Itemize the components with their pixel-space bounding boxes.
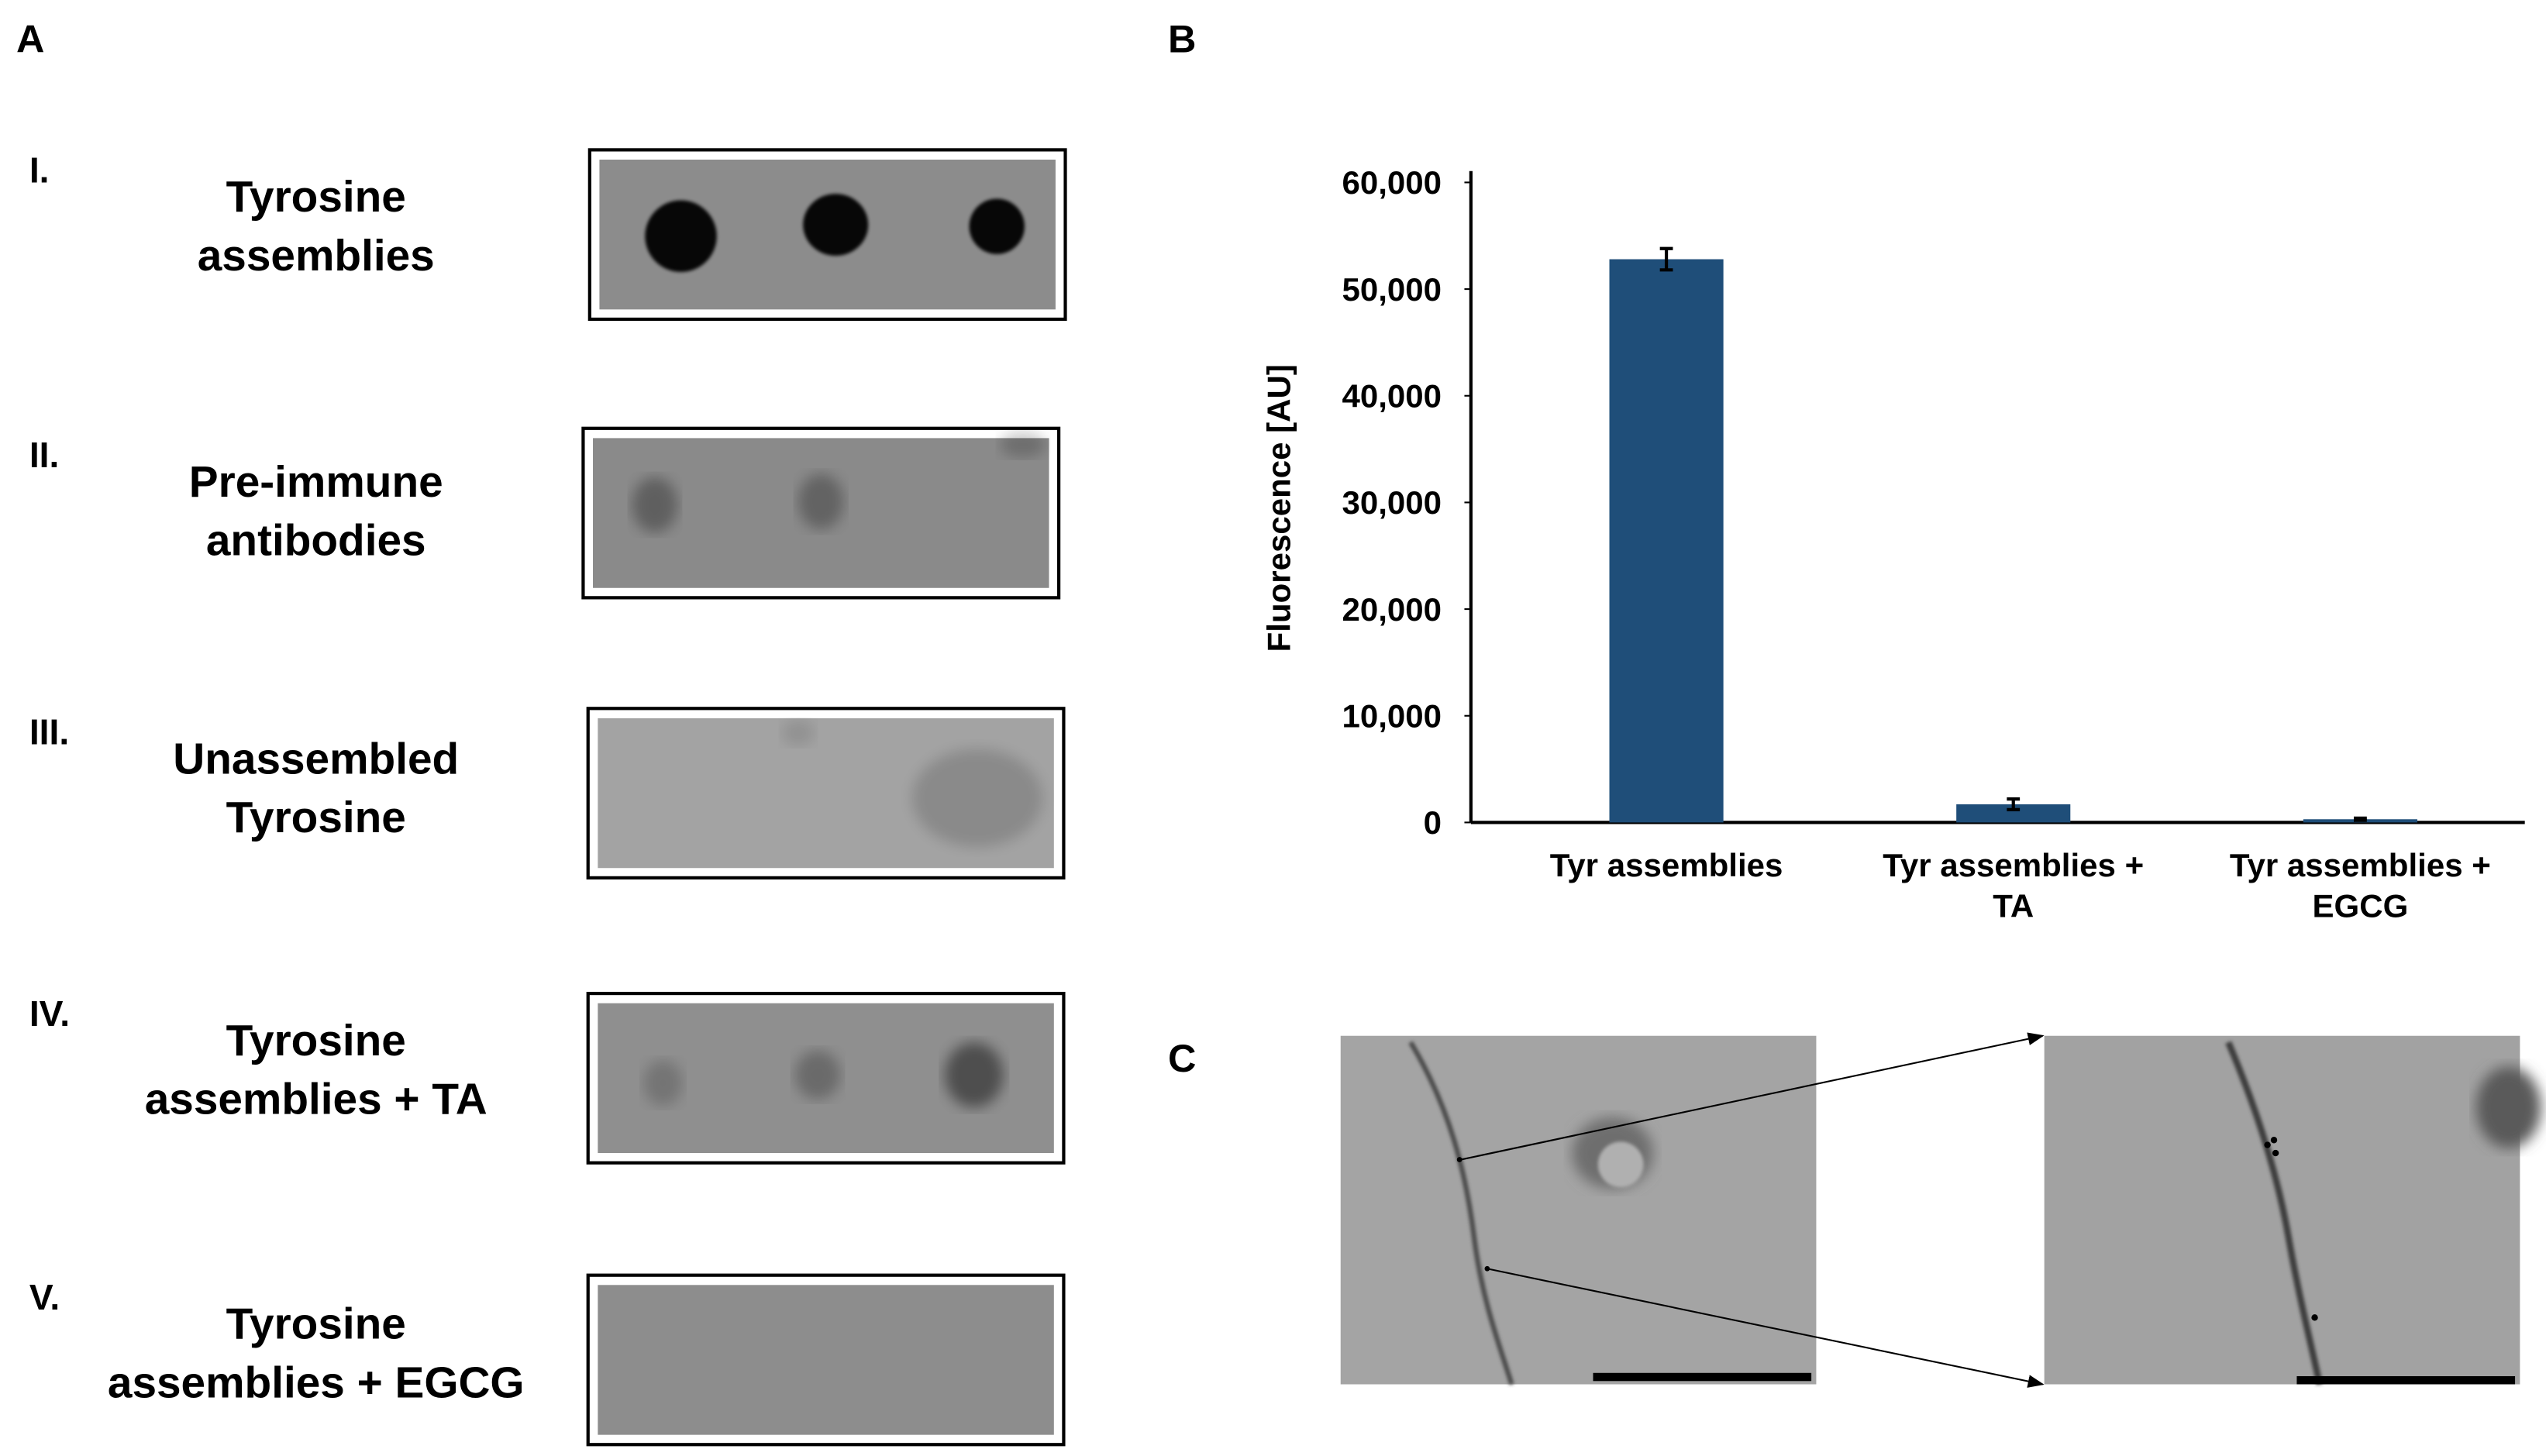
x-tick-label-box: Tyr assemblies (1549, 848, 1783, 885)
blot-spot (911, 749, 1043, 847)
blot-spot (969, 198, 1025, 254)
row-label: Tyrosine (226, 173, 406, 222)
panel-letter: A (16, 16, 44, 60)
y-tick-label: 50,000 (1342, 271, 1442, 308)
blot-spot (1000, 431, 1046, 458)
y-tick-label: 30,000 (1342, 484, 1442, 521)
zoom-arrow (1461, 1032, 2045, 1161)
zoom-arrow (1487, 1268, 2045, 1388)
row-numeral: V. (29, 1277, 60, 1317)
row-label: assemblies (198, 232, 435, 281)
x-tick-label: Tyr assemblies (1549, 848, 1783, 885)
row-numeral: I. (29, 150, 50, 190)
row-label: assemblies + EGCG (108, 1358, 525, 1407)
y-axis-label: Fluorescence [AU] (1261, 364, 1297, 652)
row-label: Tyrosine (226, 1017, 406, 1065)
row-label: Tyrosine (226, 793, 406, 842)
blot (598, 1285, 1054, 1435)
blot-spot (794, 1050, 841, 1100)
bar (1609, 259, 1724, 823)
error-bar (2353, 816, 2367, 822)
y-tick-label: 60,000 (1342, 164, 1442, 201)
row-numeral: II. (29, 435, 60, 475)
y-tick-label: 40,000 (1342, 377, 1442, 414)
y-tick-label: 0 (1424, 804, 1442, 841)
row-label: antibodies (206, 517, 426, 566)
row-label: Tyrosine (226, 1300, 406, 1349)
x-tick-label-box: Tyr assemblies + EGCG (2229, 848, 2491, 925)
blot-spot (798, 473, 844, 530)
panel-letter: C (1168, 1036, 1196, 1080)
panel-letter: B (1168, 16, 1196, 60)
blot-spot (645, 200, 717, 273)
micrograph-left (1340, 1035, 1817, 1385)
row-numeral: III. (29, 712, 69, 752)
row-label: assemblies + TA (145, 1076, 487, 1124)
x-tick-label: Tyr assemblies + TA (1883, 848, 2145, 925)
row-label: Pre-immune (189, 458, 443, 507)
bar (1956, 804, 2071, 823)
blot-spot (945, 1042, 1004, 1108)
x-tick-label: Tyr assemblies + EGCG (2229, 848, 2491, 925)
row-label: Unassembled (173, 735, 459, 783)
blot-spot (803, 194, 869, 256)
micrograph-right (2044, 1035, 2541, 1385)
error-bar (2007, 797, 2021, 811)
y-tick-label: 10,000 (1342, 697, 1442, 734)
blot-spot (632, 477, 678, 533)
y-tick-label: 20,000 (1342, 591, 1442, 628)
blot-spot (643, 1060, 683, 1107)
x-tick-label-box: Tyr assemblies + TA (1883, 848, 2145, 925)
blot-spot (781, 719, 815, 746)
error-bar (1659, 246, 1673, 272)
row-numeral: IV. (29, 993, 70, 1034)
